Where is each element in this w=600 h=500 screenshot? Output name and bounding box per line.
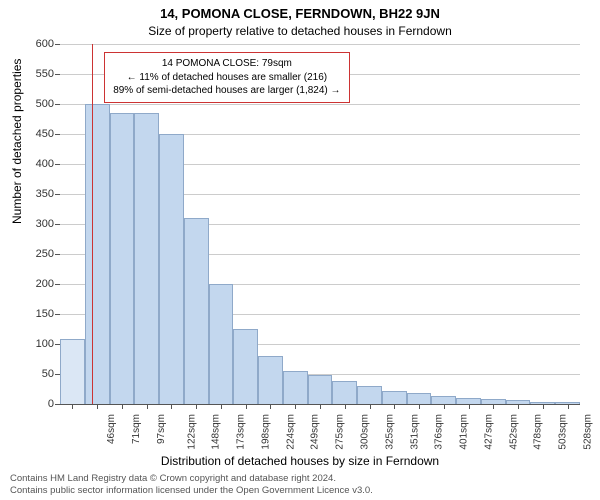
x-tick-mark [295, 404, 296, 409]
y-tick-mark [55, 194, 60, 195]
marker-infobox: 14 POMONA CLOSE: 79sqm← 11% of detached … [104, 52, 349, 103]
y-tick-mark [55, 404, 60, 405]
x-tick-mark [370, 404, 371, 409]
x-tick-label: 71sqm [131, 414, 142, 444]
x-tick-mark [493, 404, 494, 409]
x-tick-mark [72, 404, 73, 409]
y-tick-mark [55, 254, 60, 255]
x-tick-label: 224sqm [285, 414, 296, 450]
bar [209, 284, 234, 404]
x-tick-label: 503sqm [558, 414, 569, 450]
y-tick-label: 50 [4, 368, 54, 380]
bar [85, 104, 110, 404]
x-tick-mark [221, 404, 222, 409]
chart-subtitle: Size of property relative to detached ho… [0, 24, 600, 38]
x-tick-mark [568, 404, 569, 409]
y-tick-mark [55, 164, 60, 165]
bar [308, 375, 333, 404]
bar [407, 393, 432, 404]
gridline [60, 104, 580, 105]
y-tick-mark [55, 134, 60, 135]
x-tick-label: 249sqm [310, 414, 321, 450]
infobox-line: ← 11% of detached houses are smaller (21… [113, 71, 340, 85]
infobox-line: 14 POMONA CLOSE: 79sqm [113, 57, 340, 71]
marker-line [92, 44, 93, 404]
x-tick-label: 325sqm [384, 414, 395, 450]
x-tick-label: 198sqm [261, 414, 272, 450]
x-tick-label: 97sqm [156, 414, 167, 444]
footer-line-2: Contains public sector information licen… [10, 485, 590, 496]
bar [110, 113, 135, 404]
x-tick-mark [444, 404, 445, 409]
bar [233, 329, 258, 404]
bar [184, 218, 209, 404]
x-tick-mark [147, 404, 148, 409]
bar [159, 134, 184, 404]
y-tick-mark [55, 284, 60, 285]
x-tick-label: 376sqm [434, 414, 445, 450]
bar [382, 391, 407, 404]
bar [332, 381, 357, 404]
x-tick-mark [97, 404, 98, 409]
x-tick-label: 173sqm [236, 414, 247, 450]
x-tick-mark [345, 404, 346, 409]
x-tick-label: 351sqm [409, 414, 420, 450]
y-tick-mark [55, 104, 60, 105]
bar [283, 371, 308, 404]
x-tick-mark [320, 404, 321, 409]
bar [60, 339, 85, 404]
y-tick-label: 300 [4, 218, 54, 230]
x-tick-label: 478sqm [533, 414, 544, 450]
y-tick-label: 0 [4, 398, 54, 410]
y-tick-label: 350 [4, 188, 54, 200]
x-axis-label: Distribution of detached houses by size … [0, 454, 600, 468]
bar [134, 113, 159, 404]
x-tick-label: 300sqm [360, 414, 371, 450]
y-tick-label: 400 [4, 158, 54, 170]
x-tick-label: 528sqm [582, 414, 593, 450]
bar [258, 356, 283, 404]
y-tick-label: 100 [4, 338, 54, 350]
infobox-line: 89% of semi-detached houses are larger (… [113, 84, 340, 98]
x-tick-label: 275sqm [335, 414, 346, 450]
chart-title-address: 14, POMONA CLOSE, FERNDOWN, BH22 9JN [0, 6, 600, 21]
x-tick-mark [270, 404, 271, 409]
y-tick-label: 500 [4, 98, 54, 110]
y-tick-mark [55, 74, 60, 75]
y-tick-label: 250 [4, 248, 54, 260]
x-tick-mark [518, 404, 519, 409]
gridline [60, 44, 580, 45]
x-tick-label: 427sqm [483, 414, 494, 450]
x-tick-label: 122sqm [186, 414, 197, 450]
x-tick-mark [171, 404, 172, 409]
x-tick-label: 148sqm [211, 414, 222, 450]
x-tick-mark [122, 404, 123, 409]
y-tick-mark [55, 314, 60, 315]
x-tick-mark [394, 404, 395, 409]
y-tick-label: 150 [4, 308, 54, 320]
bar [357, 386, 382, 404]
bar [431, 396, 456, 404]
x-tick-label: 452sqm [508, 414, 519, 450]
y-tick-mark [55, 44, 60, 45]
x-tick-mark [419, 404, 420, 409]
x-tick-mark [543, 404, 544, 409]
y-tick-mark [55, 224, 60, 225]
x-tick-label: 401sqm [459, 414, 470, 450]
x-tick-mark [196, 404, 197, 409]
footer-line-1: Contains HM Land Registry data © Crown c… [10, 473, 590, 484]
x-tick-mark [469, 404, 470, 409]
plot-area: 05010015020025030035040045050055060046sq… [60, 44, 580, 404]
x-tick-label: 46sqm [106, 414, 117, 444]
y-tick-label: 200 [4, 278, 54, 290]
y-tick-label: 550 [4, 68, 54, 80]
y-tick-label: 450 [4, 128, 54, 140]
x-tick-mark [246, 404, 247, 409]
y-tick-label: 600 [4, 38, 54, 50]
